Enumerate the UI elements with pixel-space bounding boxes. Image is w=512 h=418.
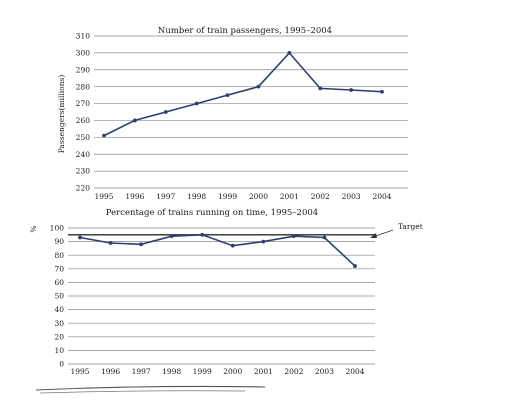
target-arrowhead (370, 233, 377, 238)
passengers-series-line (103, 51, 383, 137)
x-tick-label: 2003 (342, 192, 361, 201)
x-tick-label: 2000 (249, 192, 268, 201)
y-tick-label: 230 (76, 167, 91, 176)
y-tick-label: 30 (54, 319, 64, 328)
data-point (139, 242, 144, 247)
x-tick-label: 1996 (101, 367, 120, 376)
x-tick-label: 1999 (193, 367, 212, 376)
punctuality-chart: Percentage of trains running on time, 19… (29, 208, 423, 376)
data-point (78, 235, 82, 240)
passengers-data-points (102, 50, 384, 138)
data-point (349, 88, 354, 92)
punctuality-chart-title: Percentage of trains running on time, 19… (106, 208, 318, 218)
data-point (380, 89, 384, 94)
x-tick-label: 1997 (132, 367, 151, 376)
y-tick-label: 60 (54, 278, 64, 287)
decorative-underline (35, 385, 266, 391)
decorative-underline (39, 390, 246, 394)
data-point (322, 235, 327, 240)
x-tick-label: 2004 (372, 192, 391, 201)
data-point (163, 110, 168, 114)
x-tick-label: 1998 (162, 367, 181, 376)
punctuality-series-line (79, 233, 356, 267)
y-tick-label: 280 (76, 82, 91, 91)
data-point (194, 101, 199, 106)
y-tick-label: 270 (76, 99, 91, 108)
x-tick-label: 1997 (156, 192, 175, 201)
x-tick-label: 2001 (280, 192, 299, 201)
x-tick-label: 1996 (125, 192, 144, 201)
punctuality-data-points (78, 232, 357, 268)
punctuality-y-axis-label: % (29, 225, 38, 232)
passengers-y-ticks: 220 230 240 250 260 270 280 290 300 310 (76, 32, 91, 193)
data-point (261, 239, 266, 244)
punctuality-gridlines (68, 227, 375, 365)
x-tick-label: 2000 (223, 367, 242, 376)
y-tick-label: 40 (54, 305, 64, 314)
y-tick-label: 260 (76, 116, 91, 125)
data-point (287, 50, 292, 55)
x-tick-label: 1995 (94, 192, 113, 201)
y-tick-label: 220 (76, 184, 91, 193)
data-point (256, 84, 261, 89)
passengers-y-axis-label: Passengers(millions) (57, 75, 66, 154)
x-tick-label: 2002 (284, 367, 303, 376)
passengers-x-ticks: 1995 1996 1997 1998 1999 2000 2001 2002 2003 2004 (94, 192, 391, 201)
x-tick-label: 1999 (218, 192, 237, 201)
punctuality-y-ticks: 0 10 20 30 40 50 60 70 80 90 100 (50, 224, 65, 369)
passengers-chart: Number of train passengers, 1995–2004 Pa… (57, 26, 408, 201)
x-tick-label: 2001 (254, 367, 273, 376)
x-tick-label: 2004 (345, 367, 364, 376)
passengers-gridlines (94, 35, 408, 189)
y-tick-label: 0 (59, 360, 64, 369)
data-point (318, 86, 323, 91)
y-tick-label: 250 (76, 133, 91, 142)
data-point (169, 234, 174, 239)
data-point (132, 118, 137, 123)
data-point (230, 243, 235, 248)
data-point (225, 93, 230, 98)
y-tick-label: 70 (54, 264, 64, 273)
data-point (291, 234, 296, 239)
data-point (353, 264, 357, 268)
target-label: Target (398, 222, 423, 231)
punctuality-x-ticks: 1995 1996 1997 1998 1999 2000 2001 2002 2003 2004 (70, 367, 364, 376)
y-tick-label: 100 (50, 224, 65, 233)
y-tick-label: 240 (76, 150, 91, 159)
data-point (200, 232, 205, 237)
y-tick-label: 10 (54, 346, 64, 355)
y-tick-label: 290 (76, 65, 91, 74)
x-tick-label: 2002 (311, 192, 330, 201)
y-tick-label: 300 (76, 48, 91, 57)
y-tick-label: 20 (54, 332, 64, 341)
data-point (108, 241, 113, 245)
x-tick-label: 2003 (315, 367, 334, 376)
y-tick-label: 50 (54, 292, 64, 301)
y-tick-label: 90 (54, 237, 64, 246)
passengers-chart-title: Number of train passengers, 1995–2004 (158, 26, 332, 36)
x-tick-label: 1995 (70, 367, 89, 376)
x-tick-label: 1998 (187, 192, 206, 201)
y-tick-label: 310 (76, 32, 91, 41)
data-point (102, 133, 106, 138)
y-tick-label: 80 (54, 251, 64, 260)
